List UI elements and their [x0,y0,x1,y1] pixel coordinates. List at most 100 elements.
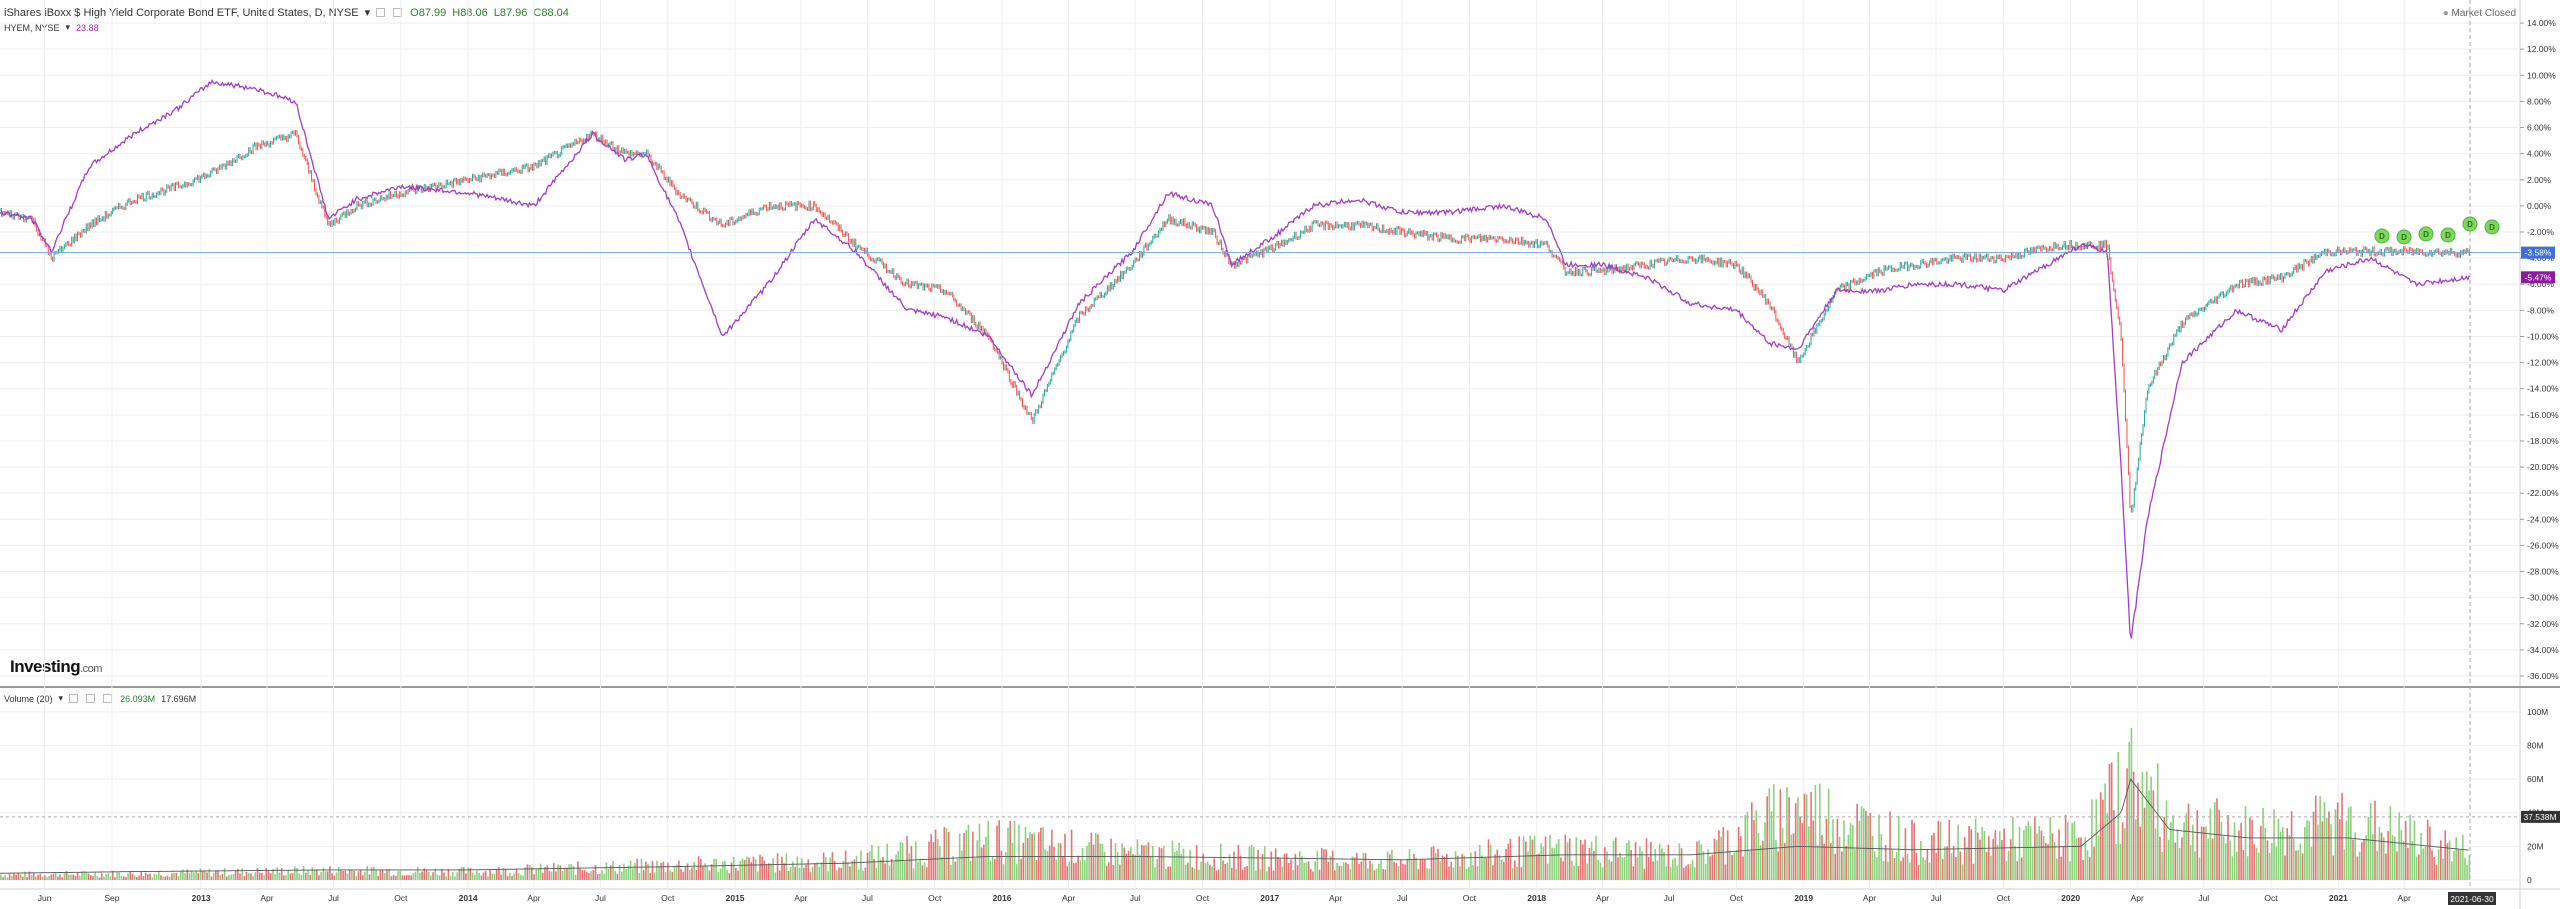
volume-bar [388,869,390,880]
volume-bar [2422,848,2425,880]
volume-bar [2268,852,2271,880]
volume-bar [247,872,250,880]
volume-bar [2192,824,2194,880]
volume-bar [561,870,564,880]
volume-bar [458,868,461,880]
compare-dropdown-icon[interactable]: ▾ [65,22,71,32]
volume-bar [1944,846,1946,880]
volume-bar [243,875,246,880]
volume-bar [2382,837,2385,880]
volume-bar [256,867,259,880]
x-tick-label: Jul [862,893,873,903]
volume-tick-label: 60M [2527,774,2544,784]
volume-bar [1193,868,1196,880]
volume-bar [563,867,566,880]
volume-bar [1224,864,1226,880]
volume-bar [219,875,222,880]
volume-bar [963,833,965,880]
volume-bar [2321,821,2324,880]
volume-bar [939,845,941,880]
volume-bar [2369,803,2372,880]
volume-bar [2358,851,2361,880]
current-date-label: 2021-06-30 [2450,894,2494,904]
volume-bar [280,868,283,880]
volume-bar [1173,851,1176,880]
volume-bar [1461,854,1463,880]
volume-bar [2424,846,2427,880]
volume-bar [2448,840,2451,880]
volume-bar [491,873,494,880]
dividend-marker-label: D [2423,230,2429,239]
volume-bar [1825,818,1828,880]
volume-bar [107,873,110,880]
main-legend-title[interactable]: iShares iBoxx $ High Yield Corporate Bon… [4,6,359,19]
volume-bar [1382,869,1384,880]
volume-bar [2466,864,2468,880]
volume-bar [974,858,976,880]
volume-bar [2297,850,2299,880]
volume-bar [1209,865,1211,880]
volume-bar [2429,826,2431,880]
volume-bar [1386,851,1389,880]
volume-bar [1125,853,1128,880]
volume-bar [1715,840,1718,880]
volume-bar [1134,854,1137,880]
volume-bar [2385,853,2387,880]
volume-bar [1364,853,1367,880]
volume-bar [1731,855,1733,880]
price-series [0,78,2470,639]
volume-bar [893,861,895,880]
volume-bar [844,850,847,880]
volume-bar [1950,853,1953,880]
volume-bar [1294,853,1297,880]
volume-settings-icon[interactable] [69,694,79,703]
volume-bar [1259,869,1262,880]
volume-bar [2253,844,2256,880]
volume-bar [629,860,632,880]
volume-bar [1540,843,1542,880]
volume-bar [1783,842,1786,880]
volume-bar [754,859,757,880]
volume-bar [1948,819,1951,880]
volume-bar [498,866,500,880]
volume-bar [434,868,437,880]
volume-bar [1424,859,1426,880]
volume-bar [1740,836,1742,880]
volume-bar [500,874,502,880]
logo-suffix: .com [80,663,102,675]
volume-bar [1184,864,1187,880]
volume-bar [2172,815,2174,880]
volume-bar [171,873,173,880]
volume-bar [2034,817,2036,880]
volume-bar [1356,853,1358,880]
volume-legend-title[interactable]: Volume (20) [4,693,53,704]
volume-bar [368,874,371,880]
volume-bar [1213,858,1216,880]
volume-bar [2339,819,2341,880]
volume-bar [877,845,880,880]
volume-bar [1165,868,1167,880]
volume-bar [476,870,478,880]
volume-bar [120,875,123,880]
volume-hide-icon[interactable] [86,694,96,703]
legend-hide-icon[interactable] [393,8,403,17]
volume-bar [2310,846,2313,880]
compare-legend-title[interactable]: HYEM, NYSE [4,22,60,33]
volume-bar [728,873,731,880]
volume-bar [68,874,70,880]
legend-dropdown-icon[interactable]: ▾ [364,7,371,19]
volume-bar [2345,820,2348,880]
volume-bar [1702,851,1705,880]
volume-bar [2387,831,2389,880]
volume-bar [796,856,799,880]
volume-dropdown-icon[interactable]: ▾ [58,693,64,703]
volume-bar [2203,826,2205,880]
legend-settings-icon[interactable] [376,8,386,17]
volume-bar [346,873,349,880]
volume-bar [954,861,957,880]
volume-bar [719,868,722,880]
volume-bar [63,872,66,880]
main-legend: iShares iBoxx $ High Yield Corporate Bon… [4,6,569,20]
volume-bar [2023,830,2025,880]
